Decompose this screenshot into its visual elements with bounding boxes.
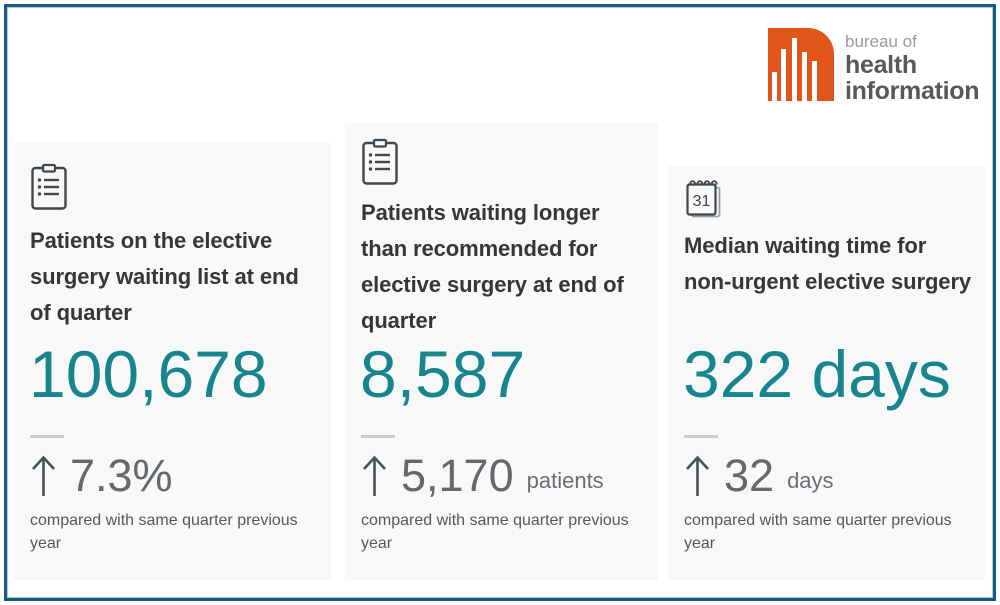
clipboard-list-icon — [361, 138, 399, 186]
logo-text: bureau of health information — [845, 28, 980, 105]
up-arrow-icon — [30, 454, 57, 498]
calendar-day-label: 31 — [693, 193, 711, 210]
logo-name-line1: health — [845, 51, 917, 79]
divider — [30, 435, 64, 438]
divider — [684, 435, 718, 438]
card-value: 322 days — [683, 337, 951, 411]
change-value: 7.3% — [70, 450, 173, 501]
change-row: 7.3% — [30, 452, 186, 500]
change-value: 32 — [724, 450, 775, 501]
change-value: 5,170 — [401, 450, 514, 501]
stat-card-waiting-list: Patients on the elective surgery waiting… — [14, 143, 331, 580]
card-value: 8,587 — [360, 337, 526, 411]
logo-tagline: bureau of — [845, 32, 917, 51]
stat-card-median-wait: 31 Median waiting time for non-urgent el… — [668, 166, 985, 580]
comparison-note: compared with same quarter previous year — [30, 512, 298, 552]
logo: bureau of health information — [768, 28, 980, 105]
comparison-note: compared with same quarter previous year — [361, 512, 629, 552]
stat-card-overdue-patients: Patients waiting longer than recommended… — [345, 123, 658, 580]
card-title: Patients waiting longer than recommended… — [361, 200, 624, 333]
change-unit: days — [787, 468, 834, 493]
calendar-icon: 31 — [684, 175, 724, 221]
change-row: 5,170 patients — [361, 452, 604, 500]
divider — [361, 435, 395, 438]
bar-chart-logo-icon — [768, 28, 834, 101]
card-value: 100,678 — [29, 337, 268, 411]
up-arrow-icon — [361, 454, 388, 498]
card-title: Patients on the elective surgery waiting… — [30, 228, 299, 325]
logo-name-line2: information — [845, 77, 980, 105]
change-unit: patients — [526, 468, 604, 493]
clipboard-list-icon — [30, 163, 68, 211]
comparison-note: compared with same quarter previous year — [684, 512, 952, 552]
change-row: 32 days — [684, 452, 834, 500]
card-title: Median waiting time for non-urgent elect… — [684, 233, 972, 294]
up-arrow-icon — [684, 454, 711, 498]
